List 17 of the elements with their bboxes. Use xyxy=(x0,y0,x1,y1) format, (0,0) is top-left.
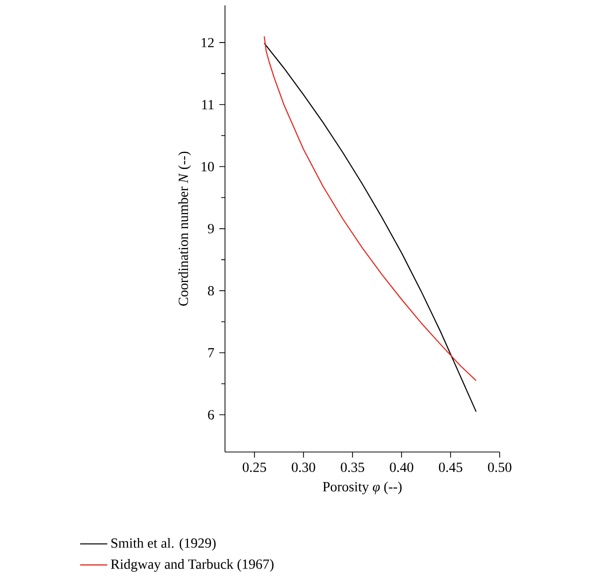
x-tick-label: 0.45 xyxy=(438,462,462,472)
y-tick-label: 11 xyxy=(202,100,214,110)
y-tick-label: 7 xyxy=(208,348,214,358)
y-tick-label: 12 xyxy=(202,38,214,48)
x-tick-label: 0.35 xyxy=(340,462,364,472)
x-tick-label: 0.25 xyxy=(242,462,266,472)
y-tick-label: 8 xyxy=(208,286,214,296)
y-tick-label: 10 xyxy=(202,162,214,172)
y-axis-title: Coordination number N (--) xyxy=(178,152,191,306)
legend-label: Ridgway and Tarbuck (1967) xyxy=(110,559,274,572)
y-tick-label: 9 xyxy=(208,224,214,234)
y-tick-label: 6 xyxy=(208,410,214,420)
x-tick-label: 0.30 xyxy=(292,462,316,472)
x-axis-title: Porosity φ (--) xyxy=(322,482,402,494)
x-tick-label: 0.50 xyxy=(488,462,512,472)
legend-label: Smith et al. (1929) xyxy=(111,538,216,551)
x-tick-label: 0.40 xyxy=(390,462,414,472)
